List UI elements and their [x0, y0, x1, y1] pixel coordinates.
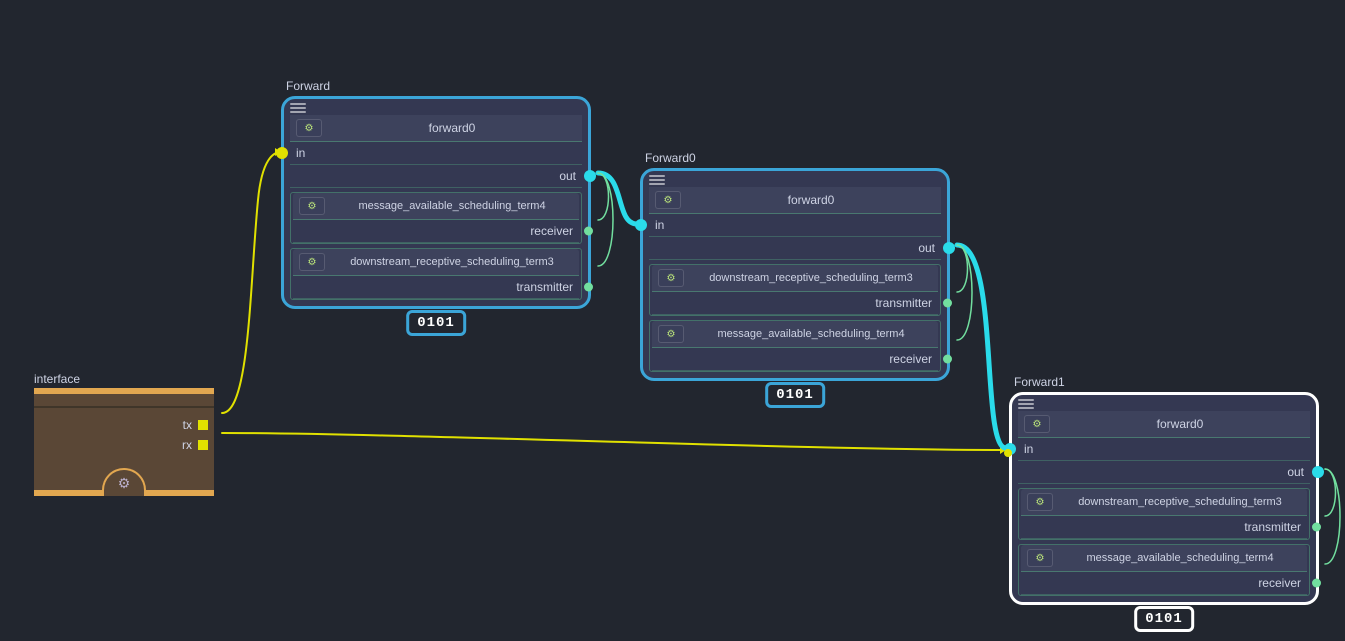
node-title: Forward0: [645, 151, 696, 165]
node-header: ⚙ forward0: [1018, 411, 1310, 438]
drag-grip-icon[interactable]: [649, 175, 665, 185]
port-handle[interactable]: [943, 299, 952, 308]
edge[interactable]: [598, 173, 609, 220]
edge[interactable]: [1325, 469, 1340, 564]
port-out-receiver[interactable]: receiver: [293, 220, 579, 243]
port-in[interactable]: in: [649, 214, 941, 237]
gear-icon[interactable]: ⚙: [658, 325, 684, 343]
interface-node[interactable]: interfacetxrx⚙: [34, 388, 214, 496]
node-type-badge: 0101: [765, 382, 825, 408]
gear-icon[interactable]: ⚙: [299, 197, 325, 215]
port-handle[interactable]: [198, 440, 208, 450]
gear-icon[interactable]: ⚙: [299, 253, 325, 271]
gear-icon[interactable]: ⚙: [1024, 415, 1050, 433]
edge[interactable]: [598, 173, 613, 266]
node-graph-canvas[interactable]: interfacetxrx⚙Forward⚙forward0inout⚙mess…: [0, 0, 1345, 641]
port-handle[interactable]: [198, 420, 208, 430]
node-header: ⚙ forward0: [290, 115, 582, 142]
subgroup-label: message_available_scheduling_term4: [1059, 552, 1301, 564]
edge[interactable]: [957, 245, 972, 340]
port-handle[interactable]: [1312, 579, 1321, 588]
subgroup-label: downstream_receptive_scheduling_term3: [690, 272, 932, 284]
node-subgroup: ⚙ message_available_scheduling_term4recei…: [1018, 544, 1310, 596]
port-out[interactable]: out: [290, 165, 582, 188]
gear-icon[interactable]: ⚙: [102, 468, 146, 496]
port-handle[interactable]: [1312, 466, 1324, 478]
edge[interactable]: [222, 433, 1006, 450]
port-handle[interactable]: [943, 355, 952, 364]
port-out-transmitter[interactable]: transmitter: [652, 292, 938, 315]
node-subgroup: ⚙ message_available_scheduling_term4recei…: [290, 192, 582, 244]
gear-icon[interactable]: ⚙: [296, 119, 322, 137]
port-handle[interactable]: [635, 219, 647, 231]
edge[interactable]: [222, 152, 281, 413]
port-handle[interactable]: [1312, 523, 1321, 532]
edge[interactable]: [957, 245, 968, 292]
subgroup-label: downstream_receptive_scheduling_term3: [331, 256, 573, 268]
port-out-transmitter[interactable]: transmitter: [1021, 516, 1307, 539]
subgroup-label: downstream_receptive_scheduling_term3: [1059, 496, 1301, 508]
gear-icon[interactable]: ⚙: [1027, 549, 1053, 567]
port-out[interactable]: out: [649, 237, 941, 260]
gear-icon[interactable]: ⚙: [1027, 493, 1053, 511]
node-title: interface: [34, 372, 80, 386]
node-n1[interactable]: Forward⚙forward0inout⚙message_available_…: [281, 96, 591, 309]
edge[interactable]: [1325, 469, 1336, 516]
node-subgroup: ⚙ message_available_scheduling_term4recei…: [649, 320, 941, 372]
edge[interactable]: [957, 245, 1006, 448]
port-in[interactable]: in: [290, 142, 582, 165]
node-header: ⚙ forward0: [649, 187, 941, 214]
interface-port-rx[interactable]: rx: [182, 438, 208, 452]
port-handle[interactable]: [1004, 449, 1012, 457]
port-out[interactable]: out: [1018, 461, 1310, 484]
node-title: Forward1: [1014, 375, 1065, 389]
node-subgroup: ⚙ downstream_receptive_scheduling_term3tr…: [1018, 488, 1310, 540]
node-type-badge: 0101: [406, 310, 466, 336]
port-handle[interactable]: [584, 170, 596, 182]
node-header-label: forward0: [1056, 417, 1304, 431]
gear-icon[interactable]: ⚙: [655, 191, 681, 209]
edge[interactable]: [598, 173, 637, 224]
port-handle[interactable]: [584, 283, 593, 292]
port-in[interactable]: in: [1018, 438, 1310, 461]
drag-grip-icon[interactable]: [1018, 399, 1034, 409]
port-handle[interactable]: [943, 242, 955, 254]
gear-icon[interactable]: ⚙: [658, 269, 684, 287]
node-title: Forward: [286, 79, 330, 93]
interface-port-tx[interactable]: tx: [183, 418, 208, 432]
port-out-receiver[interactable]: receiver: [1021, 572, 1307, 595]
node-type-badge: 0101: [1134, 606, 1194, 632]
node-header-label: forward0: [687, 193, 935, 207]
drag-grip-icon[interactable]: [290, 103, 306, 113]
node-n3[interactable]: Forward1⚙forward0inout⚙downstream_recept…: [1009, 392, 1319, 605]
port-out-receiver[interactable]: receiver: [652, 348, 938, 371]
node-n2[interactable]: Forward0⚙forward0inout⚙downstream_recept…: [640, 168, 950, 381]
subgroup-label: message_available_scheduling_term4: [331, 200, 573, 212]
port-out-transmitter[interactable]: transmitter: [293, 276, 579, 299]
node-header-label: forward0: [328, 121, 576, 135]
port-handle[interactable]: [584, 227, 593, 236]
node-subgroup: ⚙ downstream_receptive_scheduling_term3tr…: [290, 248, 582, 300]
port-handle[interactable]: [276, 147, 288, 159]
node-subgroup: ⚙ downstream_receptive_scheduling_term3tr…: [649, 264, 941, 316]
subgroup-label: message_available_scheduling_term4: [690, 328, 932, 340]
